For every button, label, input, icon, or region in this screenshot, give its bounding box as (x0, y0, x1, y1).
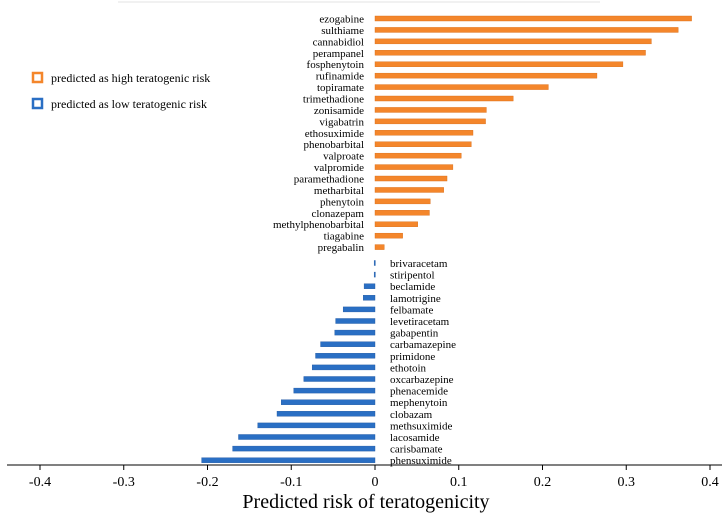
category-labels-group: ezogabinesulthiamecannabidiolperampanelf… (273, 14, 456, 468)
label-mephenytoin: mephenytoin (390, 397, 448, 409)
label-ethotoin: ethotoin (390, 362, 427, 374)
bar-valpromide (374, 164, 454, 170)
x-tick-label: 0.4 (701, 475, 719, 490)
bar-phenobarbital (374, 141, 472, 147)
label-valproate: valproate (323, 151, 364, 163)
label-phenacemide: phenacemide (390, 386, 448, 398)
legend-swatch-high (31, 71, 44, 84)
label-levetiracetam: levetiracetam (390, 316, 450, 328)
bar-clonazepam (374, 210, 430, 216)
label-phensuximide: phensuximide (390, 455, 452, 467)
bar-fosphenytoin (374, 61, 624, 67)
bar-rufinamide (374, 72, 598, 79)
label-fosphenytoin: fosphenytoin (307, 59, 365, 71)
bar-perampanel (374, 50, 646, 56)
label-topiramate: topiramate (317, 82, 364, 94)
label-vigabatrin: vigabatrin (319, 116, 364, 128)
label-clobazam: clobazam (390, 409, 433, 421)
label-ezogabine: ezogabine (319, 14, 364, 26)
x-axis-label: Predicted risk of teratogenicity (242, 491, 489, 513)
x-tick-label: 0.2 (534, 475, 552, 490)
label-pregabalin: pregabalin (318, 242, 365, 254)
bar-sulthiame (374, 27, 679, 33)
label-lacosamide: lacosamide (390, 432, 440, 444)
legend-swatch-low (31, 97, 44, 110)
label-oxcarbazepine: oxcarbazepine (390, 374, 454, 386)
label-brivaracetam: brivaracetam (390, 258, 448, 270)
bar-topiramate (374, 84, 549, 90)
bar-felbamate (342, 306, 376, 313)
x-tick-label: 0.3 (618, 475, 636, 490)
bar-paramethadione (374, 175, 448, 182)
bar-primidone (315, 353, 376, 359)
bar-brivaracetam (373, 260, 376, 266)
x-tick-label: -0.3 (113, 475, 135, 490)
label-stiripentol: stiripentol (390, 270, 435, 282)
bar-trimethadione (374, 95, 514, 102)
bar-metharbital (374, 187, 444, 193)
label-primidone: primidone (390, 351, 435, 363)
x-tick-label: 0.1 (450, 475, 468, 490)
bar-oxcarbazepine (303, 376, 376, 382)
bar-ethotoin (311, 364, 376, 371)
label-zonisamide: zonisamide (314, 105, 364, 117)
label-lamotrigine: lamotrigine (390, 293, 441, 305)
bar-stiripentol (373, 271, 376, 278)
x-tick-label: 0 (372, 475, 379, 490)
label-gabapentin: gabapentin (390, 328, 439, 340)
label-phenytoin: phenytoin (320, 196, 364, 208)
bar-pregabalin (374, 244, 385, 250)
label-ethosuximide: ethosuximide (305, 128, 364, 140)
bar-mephenytoin (281, 399, 376, 405)
x-tick-label: -0.2 (196, 475, 218, 490)
label-tiagabine: tiagabine (324, 231, 364, 243)
label-methylphenobarbital: methylphenobarbital (273, 219, 364, 231)
bar-beclamide (363, 283, 376, 289)
bar-phenacemide (293, 387, 376, 394)
bar-levetiracetam (335, 318, 376, 324)
x-ticks-group: -0.4 -0.3 -0.2 -0.1 0 0.1 0.2 0.3 0.4 (29, 465, 719, 490)
label-cannabidiol: cannabidiol (313, 36, 364, 48)
label-phenobarbital: phenobarbital (304, 139, 364, 151)
bar-ezogabine (374, 15, 692, 22)
bar-methsuximide (257, 422, 376, 429)
bar-carisbamate (232, 445, 376, 452)
label-clonazepam: clonazepam (311, 208, 364, 220)
label-rufinamide: rufinamide (316, 71, 364, 83)
bar-methylphenobarbital (374, 221, 418, 227)
bar-phenytoin (374, 198, 431, 205)
bars-group (201, 15, 692, 463)
legend: predicted as high teratogenic risk predi… (31, 71, 210, 111)
label-metharbital: metharbital (314, 185, 364, 197)
bar-lacosamide (238, 434, 376, 440)
bar-vigabatrin (374, 118, 486, 125)
label-beclamide: beclamide (390, 281, 435, 293)
bar-carbamazepine (320, 341, 376, 347)
label-methsuximide: methsuximide (390, 420, 452, 432)
bar-ethosuximide (374, 130, 474, 136)
label-carisbamate: carisbamate (390, 444, 443, 456)
bar-lamotrigine (363, 295, 376, 301)
bar-phensuximide (201, 457, 376, 463)
x-tick-label: -0.4 (29, 475, 51, 490)
bar-valproate (374, 152, 462, 159)
bar-cannabidiol (374, 38, 652, 45)
bar-tiagabine (374, 232, 403, 239)
label-carbamazepine: carbamazepine (390, 339, 456, 351)
bar-zonisamide (374, 107, 487, 113)
bar-clobazam (276, 411, 376, 417)
label-paramethadione: paramethadione (294, 174, 364, 186)
label-sulthiame: sulthiame (321, 25, 364, 37)
label-valpromide: valpromide (314, 162, 364, 174)
label-perampanel: perampanel (313, 48, 364, 60)
x-tick-label: -0.1 (280, 475, 302, 490)
legend-label-high: predicted as high teratogenic risk (51, 71, 210, 85)
legend-label-low: predicted as low teratogenic risk (51, 97, 207, 111)
label-trimethadione: trimethadione (303, 94, 364, 106)
bar-gabapentin (334, 329, 376, 336)
label-felbamate: felbamate (390, 304, 433, 316)
